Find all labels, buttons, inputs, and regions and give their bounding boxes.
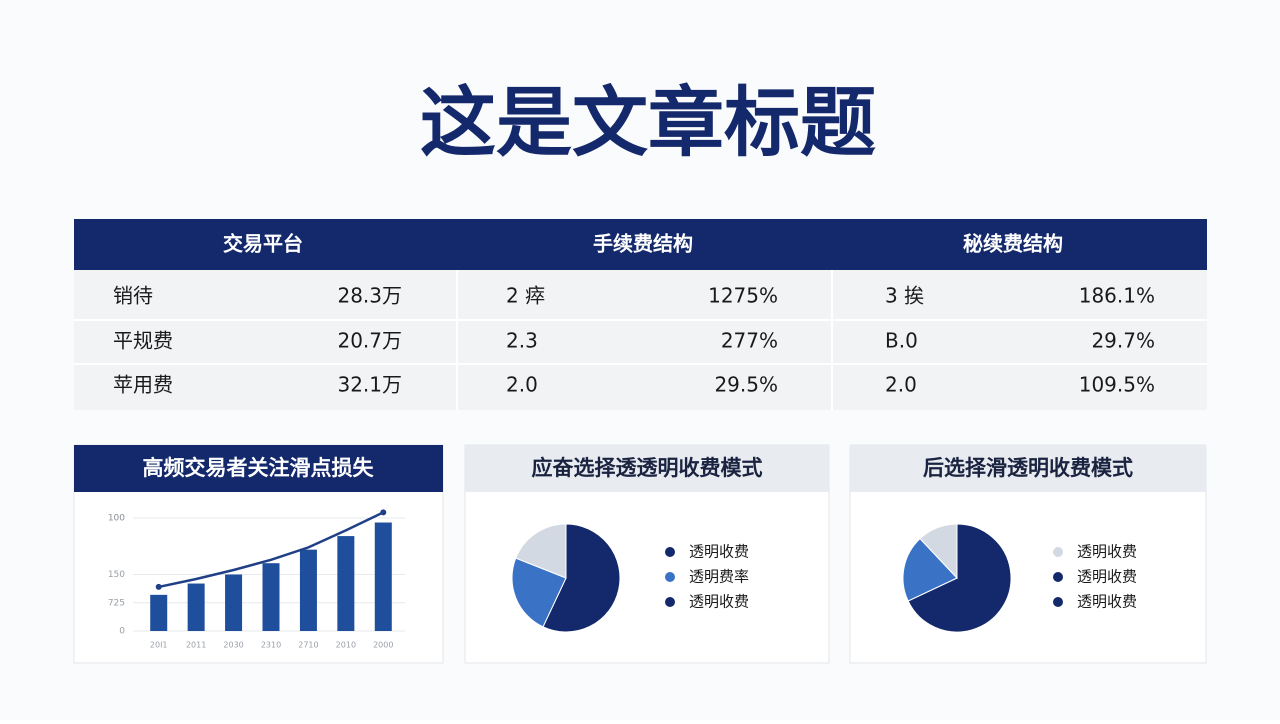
table-value: 20.7万 [337,329,402,353]
legend-swatch [1053,547,1063,557]
panel-header [465,445,829,492]
table-label: 苹用费 [113,373,173,397]
pie-slice [907,523,1012,633]
trend-line [158,511,384,589]
legend-swatch [665,547,675,557]
y-tick-label: 725 [108,598,125,608]
table-value: 29.7% [1091,329,1155,353]
table-header-cell: 手续费结构 [593,232,693,256]
bar [262,563,280,631]
table-value: 29.5% [714,373,778,397]
x-tick-label: 2310 [261,641,281,650]
y-tick-label: 150 [108,570,125,580]
x-tick-label: 2011 [186,641,206,650]
table-value: 1275% [708,284,778,308]
legend-label: 透明收费 [1077,593,1137,611]
y-tick-label: 100 [108,514,125,524]
table-header-cell: 交易平台 [223,232,303,256]
panel-header [850,445,1206,492]
pie-slice [902,537,958,602]
table-header-cell: 秘续费结构 [963,232,1063,256]
x-tick-label: 2010 [336,641,356,650]
legend-label: 透明收费 [1077,568,1137,586]
table-label: 3 挨 [885,284,924,308]
table-label: 2.0 [885,373,917,397]
x-tick-label: 2000 [373,641,393,650]
table-value: 186.1% [1079,284,1155,308]
bar [299,549,317,631]
y-tick-label: 100 [108,514,125,524]
x-tick-label: 2710 [298,641,318,650]
table-value: 109.5% [1079,373,1155,397]
legend-label: 透明费率 [689,568,749,586]
bar [225,574,243,631]
table-value: 28.3万 [337,284,402,308]
chart-title: 应奋选择透透明收费模式 [532,456,763,480]
bar [337,536,355,631]
pie-slice [515,523,567,579]
table-label: 平规费 [113,329,173,353]
chart-title: 后选择滑透明收费模式 [923,456,1133,480]
pie-slice [919,523,958,580]
bar [187,583,205,631]
trend-point [155,583,162,590]
y-tick-label: 0 [119,627,125,637]
legend-swatch [1053,572,1063,582]
legend-swatch [1053,597,1063,607]
legend-swatch [665,597,675,607]
chart-title: 高频交易者关注滑点损失 [143,456,375,480]
bar [150,594,168,631]
page-title: 这是文章标题 [420,78,876,167]
table-label: 2.3 [506,329,538,353]
pie-slice [542,523,621,633]
table-body [74,270,1207,410]
table-value: 277% [721,329,778,353]
x-tick-label: 20I1 [150,641,168,650]
table-label: 2.0 [506,373,538,397]
trend-point [380,509,387,516]
table-value: 32.1万 [337,373,402,397]
pie-slice [511,557,567,628]
x-tick-label: 2030 [223,641,243,650]
table-label: 销待 [113,284,153,308]
legend-swatch [665,572,675,582]
table-label: B.0 [885,329,918,353]
legend-label: 透明收费 [689,543,749,561]
bar [374,522,392,631]
legend-label: 透明收费 [689,593,749,611]
table-header [74,219,1207,270]
panel-header [74,445,443,492]
legend-label: 透明收费 [1077,543,1137,561]
table-label: 2 瘁 [506,284,545,308]
